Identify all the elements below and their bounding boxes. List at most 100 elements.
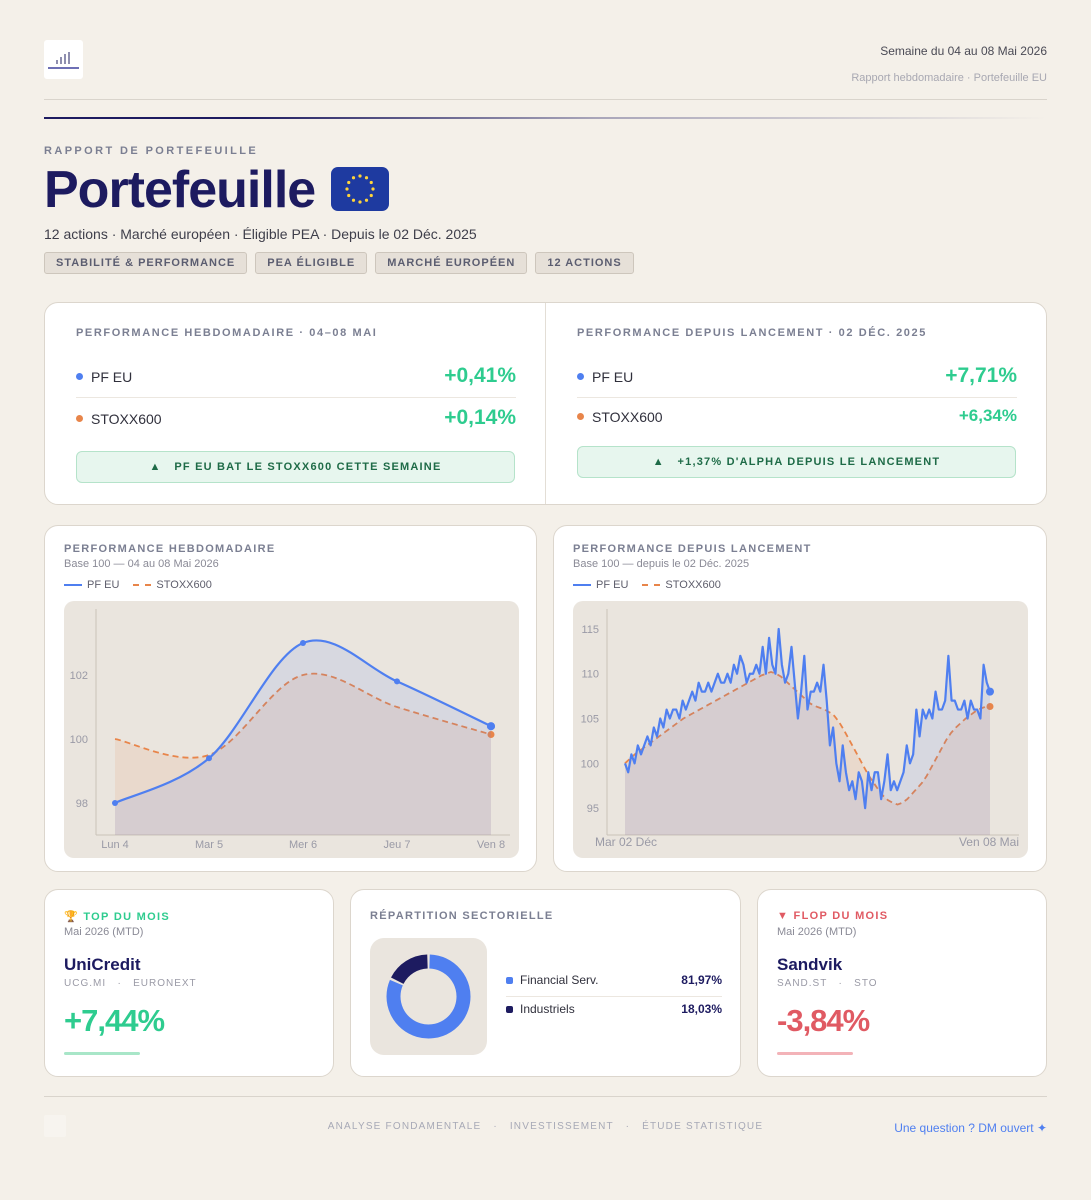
chart-subtitle: Base 100 — 04 au 08 Mai 2026 [64,558,219,570]
flag-star [351,176,356,180]
chart-legend: PF EU STOXX600 [64,579,212,591]
end-point-pf [487,722,495,731]
row-name: PF EU [592,369,634,385]
weekly-chart-card: PERFORMANCE HEBDOMADAIRE Base 100 — 04 a… [44,525,537,872]
brand-logo [44,40,83,79]
series-line-stoxx [114,672,492,759]
launch-chart-card: PERFORMANCE DEPUIS LANCEMENT Base 100 — … [553,525,1047,872]
top-performance-value: +7,44% [64,1003,165,1038]
row-name: PF EU [91,369,133,385]
footer: ANALYSE FONDAMENTALE · INVESTISSEMENT · … [44,1096,1047,1156]
top-title: 🏆 TOP DU MOIS [64,911,170,923]
series-area-stoxx [115,673,491,835]
legend-pf: PF EU [573,579,628,591]
chart-title: PERFORMANCE HEBDOMADAIRE [64,543,276,555]
legend-stoxx: STOXX600 [642,579,721,591]
pf-dot-icon [76,373,83,380]
x-tick-label: Mer 6 [289,839,317,851]
top-accent-bar [64,1052,140,1055]
launch-plot-area: 95 100 105 110 115 Mar 02 Déc Ven 08 Mai [573,601,1028,858]
row-value: +7,71% [945,364,1017,387]
series-area-pf [115,640,491,835]
launch-performance: PERFORMANCE DEPUIS LANCEMENT · 02 DÉC. 2… [546,303,1047,504]
weekly-label: PERFORMANCE HEBDOMADAIRE · 04–08 MAI [76,327,378,339]
y-tick-label: 100 [581,758,599,770]
flop-title: ▼ FLOP DU MOIS [777,910,889,922]
flag-star [347,180,351,185]
tag: 12 ACTIONS [535,252,634,274]
row-value: +6,34% [958,406,1017,425]
flag-star [369,193,373,198]
y-tick-label: 102 [70,670,88,682]
x-tick-label: Jeu 7 [384,839,411,851]
weekly-line-chart: 98 100 102 Lun 4 Mar 5 Mer 6 Jeu 7 Ven 8 [70,609,510,851]
sector-pct: 18,03% [681,1002,722,1016]
data-point [300,640,306,646]
sector-name: Financial Serv. [520,973,599,987]
donut-slice [386,954,471,1039]
y-tick-label: 115 [581,624,599,636]
data-point [112,800,118,806]
top-stock-name: UniCredit [64,955,141,974]
chart-title: PERFORMANCE DEPUIS LANCEMENT [573,543,812,555]
sector-row-financial: Financial Serv. 81,97% [506,967,722,997]
tag: STABILITÉ & PERFORMANCE [44,252,248,274]
launch-row-stoxx: STOXX600 +6,34% [577,398,1017,438]
end-point-stoxx [986,703,994,711]
row-value: +0,41% [444,364,516,387]
weekly-row-pf: PF EU +0,41% [76,358,516,398]
sector-title: RÉPARTITION SECTORIELLE [370,910,554,922]
y-tick-label: 105 [581,714,599,726]
legend-pf: PF EU [64,579,119,591]
sector-pct: 81,97% [681,973,722,987]
stoxx-dot-icon [76,415,83,422]
eyebrow-label: RAPPORT DE PORTEFEUILLE [44,145,259,157]
launch-line-chart: 95 100 105 110 115 Mar 02 Déc Ven 08 Mai [581,609,1019,849]
weekly-row-stoxx: STOXX600 +0,14% [76,400,516,440]
row-name: STOXX600 [592,409,663,425]
y-tick-label: 100 [70,734,88,746]
launch-label: PERFORMANCE DEPUIS LANCEMENT · 02 DÉC. 2… [577,327,927,339]
legend-stoxx: STOXX600 [133,579,212,591]
tag: MARCHÉ EUROPÉEN [375,252,528,274]
page-title: Portefeuille [44,161,316,219]
x-tick-label: Ven 8 [477,839,505,851]
footer-topics: ANALYSE FONDAMENTALE · INVESTISSEMENT · … [327,1121,764,1132]
data-point [206,755,212,762]
legend-square-icon [506,977,513,984]
pf-dot-icon [577,373,584,380]
y-tick-label: 98 [76,798,88,810]
top-bar: Semaine du 04 au 08 Mai 2026 Rapport heb… [44,40,1047,100]
flag-star [371,187,375,191]
data-point [394,678,400,685]
flag-star [351,198,356,202]
sector-name: Industriels [520,1002,575,1016]
series-line-pf [623,627,992,810]
flop-period: Mai 2026 (MTD) [777,926,857,938]
launch-row-pf: PF EU +7,71% [577,358,1017,398]
accent-divider [44,117,1047,119]
weekly-banner: ▲ PF EU BAT LE STOXX600 CETTE SEMAINE [76,451,515,483]
chart-legend: PF EU STOXX600 [573,579,721,591]
y-tick-label: 95 [587,803,599,815]
donut-slice [391,954,429,985]
series-area-stoxx [625,671,990,835]
flag-star [347,193,351,198]
flag-star [358,200,362,204]
top-ticker: UCG.MI · EURONEXT [64,978,197,989]
contact-link[interactable]: Une question ? DM ouvert ✦ [894,1121,1047,1135]
top-performer-card: 🏆 TOP DU MOIS Mai 2026 (MTD) UniCredit U… [44,889,334,1077]
series-area-pf [625,628,990,835]
donut-container [370,938,487,1055]
y-tick-label: 110 [581,669,599,681]
eu-flag-icon [331,167,389,211]
launch-banner: ▲ +1,37% D'ALPHA DEPUIS LE LANCEMENT [577,446,1016,478]
flag-star [358,174,362,178]
end-point-pf [986,687,994,696]
flag-star [369,180,373,185]
portfolio-summary: 12 actions · Marché européen · Éligible … [44,226,477,242]
sector-donut-chart [386,954,471,1039]
tag: PEA ÉLIGIBLE [255,252,368,274]
sector-row-industrials: Industriels 18,03% [506,996,722,1026]
x-tick-label: Lun 4 [101,839,129,851]
